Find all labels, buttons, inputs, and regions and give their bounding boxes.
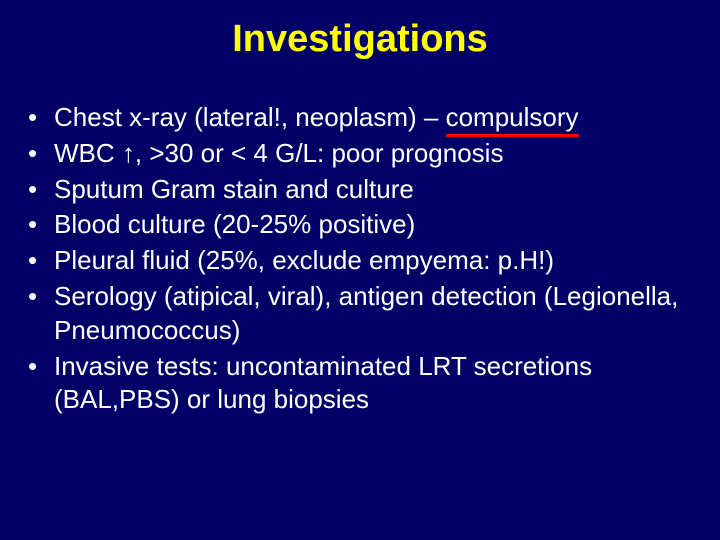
bullet-icon: • xyxy=(28,350,54,384)
bullet-list: • Chest x-ray (lateral!, neoplasm) – com… xyxy=(28,101,700,417)
bullet-icon: • xyxy=(28,280,54,314)
bullet-item: • Chest x-ray (lateral!, neoplasm) – com… xyxy=(28,101,700,135)
bullet-icon: • xyxy=(28,173,54,207)
underlined-word: compulsory xyxy=(446,101,579,135)
slide: Investigations • Chest x-ray (lateral!, … xyxy=(0,0,720,540)
bullet-item: • Sputum Gram stain and culture xyxy=(28,173,700,207)
slide-title: Investigations xyxy=(0,0,720,101)
bullet-text: Serology (atipical, viral), antigen dete… xyxy=(54,280,700,348)
bullet-item: • Serology (atipical, viral), antigen de… xyxy=(28,280,700,348)
bullet-text: Chest x-ray (lateral!, neoplasm) – compu… xyxy=(54,101,700,135)
bullet-text-pre: Chest x-ray (lateral!, neoplasm) – xyxy=(54,102,446,132)
bullet-item: • Pleural fluid (25%, exclude empyema: p… xyxy=(28,244,700,278)
bullet-text-underlined: compulsory xyxy=(446,102,579,132)
bullet-icon: • xyxy=(28,101,54,135)
slide-content: • Chest x-ray (lateral!, neoplasm) – com… xyxy=(0,101,720,417)
bullet-icon: • xyxy=(28,244,54,278)
bullet-text: WBC ↑, >30 or < 4 G/L: poor prognosis xyxy=(54,137,700,171)
bullet-item: • Blood culture (20-25% positive) xyxy=(28,208,700,242)
red-underline xyxy=(446,134,579,137)
bullet-text: Blood culture (20-25% positive) xyxy=(54,208,700,242)
bullet-icon: • xyxy=(28,137,54,171)
bullet-text: Pleural fluid (25%, exclude empyema: p.H… xyxy=(54,244,700,278)
bullet-text: Sputum Gram stain and culture xyxy=(54,173,700,207)
bullet-icon: • xyxy=(28,208,54,242)
bullet-text: Invasive tests: uncontaminated LRT secre… xyxy=(54,350,700,418)
bullet-item: • WBC ↑, >30 or < 4 G/L: poor prognosis xyxy=(28,137,700,171)
bullet-item: • Invasive tests: uncontaminated LRT sec… xyxy=(28,350,700,418)
